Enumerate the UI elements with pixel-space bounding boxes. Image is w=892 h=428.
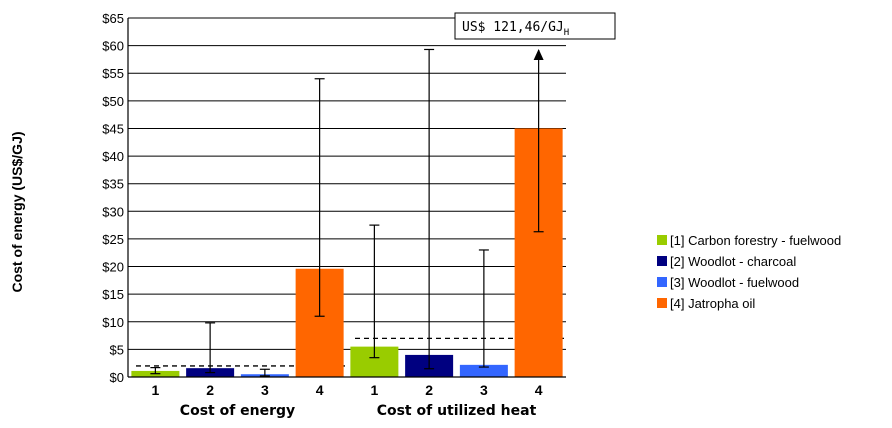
legend-label: [3] Woodlot - fuelwood xyxy=(670,275,799,290)
legend-label: [1] Carbon forestry - fuelwood xyxy=(670,233,841,248)
annotation-border xyxy=(454,12,616,40)
x-axis-labels: 1 2 3 4 Cost of energy 1 2 3 4 Cost of utilized h… xyxy=(151,382,542,419)
legend-swatch xyxy=(657,298,667,308)
annotation-main: US$ 121,46/GJ xyxy=(462,20,564,35)
y-tick-label: $55 xyxy=(102,66,124,81)
bars xyxy=(131,128,563,377)
y-tick-label: $20 xyxy=(102,260,124,275)
legend: [1] Carbon forestry - fuelwood [2] Woodlo… xyxy=(657,233,841,311)
y-tick-label: $10 xyxy=(102,315,124,330)
annotation-text: US$ 121,46/GJH xyxy=(462,20,569,38)
annotation-box: US$ 121,46/GJH xyxy=(454,12,616,40)
y-tick-label: $50 xyxy=(102,94,124,109)
y-tick-label: $25 xyxy=(102,232,124,247)
y-tick-label: $30 xyxy=(102,204,124,219)
axes xyxy=(127,18,566,378)
y-tick-label: $60 xyxy=(102,39,124,54)
legend-label: [2] Woodlot - charcoal xyxy=(670,254,796,269)
error-bars xyxy=(150,48,544,377)
x-category-label: 2 xyxy=(206,382,214,398)
legend-swatch xyxy=(657,277,667,287)
error-bar-arrow xyxy=(533,49,544,60)
legend-swatch xyxy=(657,256,667,266)
y-tick-label: $45 xyxy=(102,121,124,136)
bar xyxy=(459,364,508,377)
legend-label: [4] Jatropha oil xyxy=(670,296,755,311)
y-axis-ticks: $0 $5 $10 $15 $20 $25 $30 $35 $40 $45 $50 $55 $60 $65 xyxy=(102,11,124,385)
x-category-label: 1 xyxy=(151,382,159,398)
x-category-label: 3 xyxy=(261,382,269,398)
y-tick-label: $35 xyxy=(102,177,124,192)
y-tick-label: $5 xyxy=(110,342,124,357)
x-category-label: 4 xyxy=(535,382,543,398)
y-tick-label: $65 xyxy=(102,11,124,26)
x-category-label: 2 xyxy=(425,382,433,398)
x-category-label: 3 xyxy=(480,382,488,398)
x-group-label: Cost of utilized heat xyxy=(377,403,537,419)
y-tick-label: $15 xyxy=(102,287,124,302)
legend-swatch xyxy=(657,235,667,245)
threshold-lines xyxy=(136,337,564,367)
grid-lines xyxy=(128,17,566,350)
y-tick-label: $0 xyxy=(110,370,124,385)
x-group-label: Cost of energy xyxy=(180,403,295,419)
annotation-subscript: H xyxy=(564,28,569,38)
y-axis-label: Cost of energy (US$/GJ) xyxy=(9,131,25,292)
y-tick-label: $40 xyxy=(102,149,124,164)
x-category-label: 4 xyxy=(316,382,324,398)
x-category-label: 1 xyxy=(370,382,378,398)
